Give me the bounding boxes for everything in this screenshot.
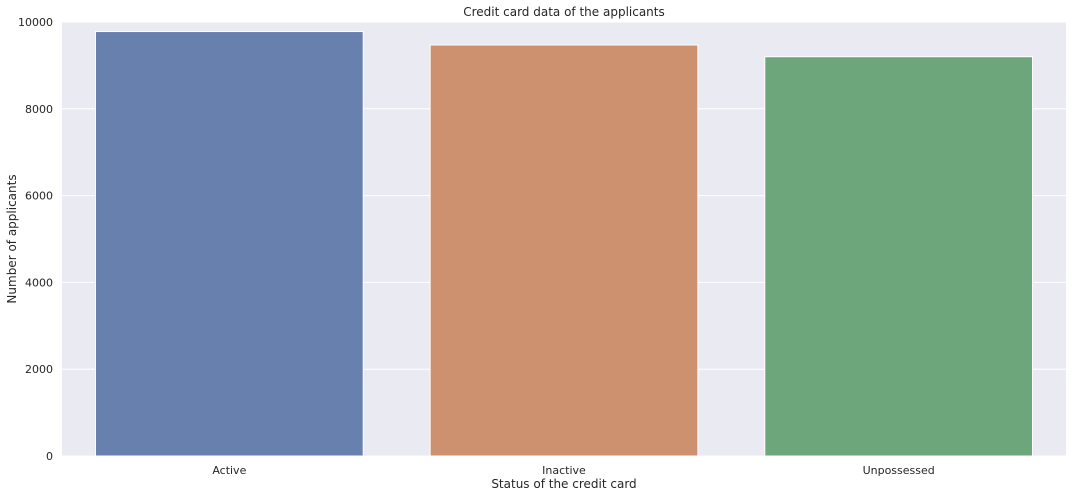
- y-tick-label: 2000: [25, 363, 53, 376]
- y-tick-label: 10000: [18, 16, 53, 29]
- x-tick-label: Unpossessed: [863, 464, 935, 477]
- x-tick-label: Inactive: [542, 464, 586, 477]
- bars: [94, 31, 1034, 457]
- x-axis-label: Status of the credit card: [491, 477, 636, 491]
- bar-active: [94, 31, 364, 457]
- y-tick-labels: 0 2000 4000 6000 8000 10000: [18, 16, 53, 463]
- x-tick-labels: Active Inactive Unpossessed: [212, 464, 934, 477]
- y-tick-label: 8000: [25, 103, 53, 116]
- x-tick-label: Active: [212, 464, 246, 477]
- chart-title: Credit card data of the applicants: [463, 5, 665, 19]
- bar-unpossessed: [764, 56, 1034, 457]
- y-tick-label: 4000: [25, 276, 53, 289]
- bar-inactive: [429, 44, 699, 457]
- y-tick-label: 0: [46, 450, 53, 463]
- y-axis-label: Number of applicants: [5, 174, 19, 303]
- y-tick-label: 6000: [25, 190, 53, 203]
